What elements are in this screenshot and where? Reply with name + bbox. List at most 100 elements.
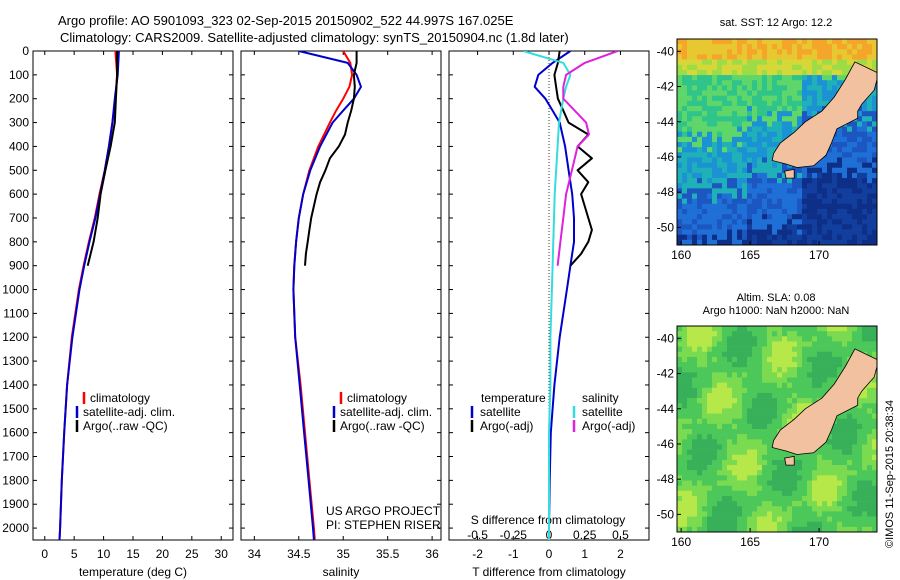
map-cell bbox=[867, 136, 873, 143]
map-cell bbox=[792, 49, 798, 55]
map-cell bbox=[732, 331, 738, 337]
map-cell bbox=[852, 521, 858, 528]
map-cell bbox=[782, 506, 788, 512]
lon-tick-label: 160 bbox=[671, 248, 691, 262]
map-cell bbox=[727, 449, 733, 456]
map-cell bbox=[697, 214, 703, 220]
map-cell bbox=[867, 501, 873, 507]
map-cell bbox=[722, 75, 728, 81]
map-cell bbox=[827, 449, 833, 456]
map-cell bbox=[742, 387, 748, 394]
map-cell bbox=[687, 229, 693, 235]
map-cell bbox=[697, 362, 703, 368]
map-cell bbox=[792, 116, 798, 122]
map-cell bbox=[772, 193, 778, 199]
map-cell bbox=[727, 121, 733, 127]
map-cell bbox=[687, 356, 693, 363]
map-cell bbox=[677, 372, 683, 378]
map-cell bbox=[767, 219, 773, 225]
map-cell bbox=[762, 64, 768, 71]
map-cell bbox=[677, 423, 683, 430]
map-cell bbox=[852, 485, 858, 492]
map-cell bbox=[872, 382, 878, 389]
map-cell bbox=[712, 418, 718, 425]
map-cell bbox=[682, 49, 688, 55]
map-cell bbox=[752, 465, 758, 471]
map-cell bbox=[747, 39, 753, 45]
map-cell bbox=[682, 454, 688, 461]
map-cell bbox=[727, 75, 733, 81]
map-cell bbox=[702, 480, 708, 486]
map-cell bbox=[732, 49, 738, 55]
map-cell bbox=[752, 511, 758, 517]
map-cell bbox=[782, 398, 788, 404]
map-cell bbox=[707, 501, 713, 507]
map-cell bbox=[722, 439, 728, 445]
map-cell bbox=[842, 49, 848, 55]
map-cell bbox=[837, 429, 843, 435]
map-cell bbox=[787, 403, 793, 409]
map-cell bbox=[812, 64, 818, 71]
map-cell bbox=[687, 408, 693, 414]
map-cell bbox=[857, 214, 863, 220]
map-cell bbox=[747, 162, 753, 169]
map-cell bbox=[692, 147, 698, 153]
map-cell bbox=[862, 126, 868, 132]
map-cell bbox=[682, 480, 688, 486]
map-cell bbox=[772, 326, 778, 332]
map-cell bbox=[682, 167, 688, 174]
map-cell bbox=[752, 413, 758, 419]
map-cell bbox=[852, 39, 858, 45]
map-cell bbox=[732, 444, 738, 450]
map-cell bbox=[757, 229, 763, 235]
map-cell bbox=[797, 69, 803, 76]
map-cell bbox=[867, 490, 873, 497]
map-cell bbox=[832, 326, 838, 332]
map-cell bbox=[807, 39, 813, 45]
map-cell bbox=[707, 362, 713, 368]
map-cell bbox=[792, 398, 798, 404]
map-cell bbox=[677, 449, 683, 456]
map-cell bbox=[842, 75, 848, 81]
map-cell bbox=[702, 126, 708, 132]
map-cell bbox=[702, 444, 708, 450]
map-cell bbox=[677, 183, 683, 189]
map-cell bbox=[787, 239, 793, 246]
map-cell bbox=[762, 459, 768, 466]
map-cell bbox=[687, 516, 693, 522]
map-cell bbox=[842, 413, 848, 419]
map-cell bbox=[802, 75, 808, 81]
map-cell bbox=[767, 501, 773, 507]
map-cell bbox=[732, 480, 738, 486]
depth-axis: 0100200300400500600700800900100011001200… bbox=[2, 44, 649, 535]
map-cell bbox=[807, 470, 813, 476]
map-cell bbox=[827, 85, 833, 91]
map-cell bbox=[777, 387, 783, 394]
map-cell bbox=[752, 152, 758, 158]
map-cell bbox=[832, 459, 838, 466]
map-cell bbox=[772, 111, 778, 117]
map-cell bbox=[692, 331, 698, 337]
map-cell bbox=[717, 178, 723, 184]
map-cell bbox=[847, 203, 853, 210]
map-cell bbox=[727, 454, 733, 461]
map-cell bbox=[787, 351, 793, 358]
map-cell bbox=[762, 490, 768, 497]
map-cell bbox=[702, 423, 708, 430]
depth-tick-label: 1300 bbox=[2, 354, 29, 368]
map-cell bbox=[702, 208, 708, 215]
map-cell bbox=[867, 454, 873, 461]
map-cell bbox=[762, 224, 768, 230]
map-cell bbox=[862, 398, 868, 404]
map-cell bbox=[827, 372, 833, 378]
map-cell bbox=[847, 434, 853, 440]
map-cell bbox=[842, 351, 848, 358]
map-cell bbox=[677, 75, 683, 81]
map-cell bbox=[767, 351, 773, 358]
map-cell bbox=[777, 49, 783, 55]
map-cell bbox=[727, 506, 733, 512]
map-cell bbox=[677, 418, 683, 425]
map-cell bbox=[852, 506, 858, 512]
map-cell bbox=[717, 459, 723, 466]
map-cell bbox=[807, 382, 813, 389]
